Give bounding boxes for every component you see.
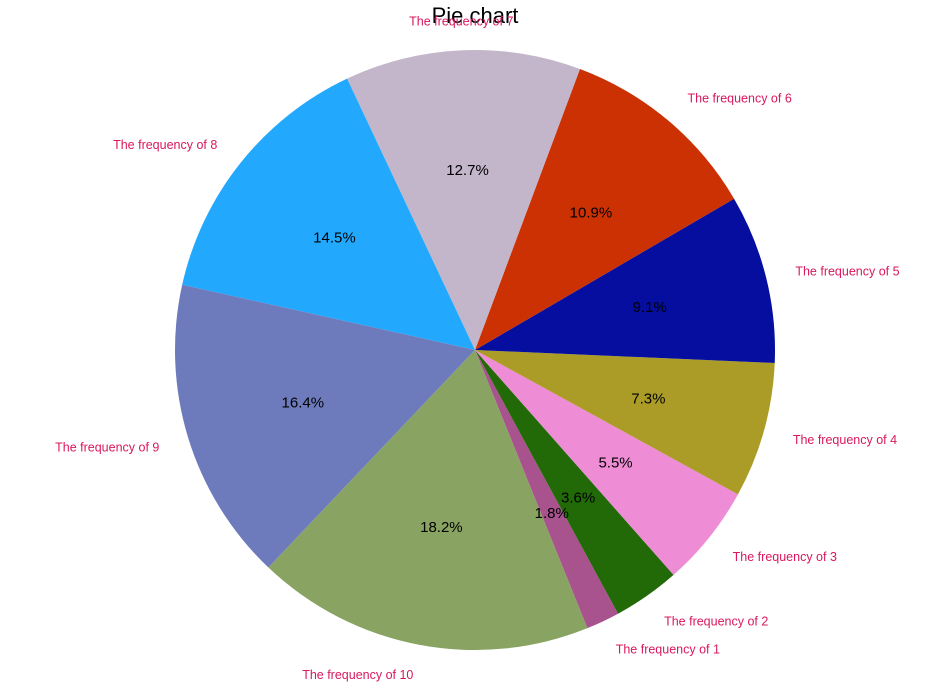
slice-percent-label: 12.7% <box>446 162 489 179</box>
slice-category-label: The frequency of 1 <box>616 642 720 656</box>
chart-title: Pie chart <box>432 3 519 28</box>
pie-slice <box>475 68 735 351</box>
pie-slice <box>268 350 588 650</box>
slice-category-label: The frequency of 10 <box>302 668 413 682</box>
slice-category-label: The frequency of 6 <box>688 92 792 106</box>
slice-percent-label: 14.5% <box>313 230 356 247</box>
pie-slice <box>475 350 619 629</box>
slice-category-label: The frequency of 8 <box>113 138 217 152</box>
pie-slice <box>475 350 775 495</box>
slice-percent-label: 1.8% <box>535 505 569 522</box>
pie-slice <box>475 350 674 614</box>
slice-percent-label: 5.5% <box>598 454 632 471</box>
pie-slice <box>182 78 475 351</box>
slice-percent-label: 16.4% <box>282 395 325 412</box>
pie-slices <box>174 50 775 650</box>
slice-category-label: The frequency of 5 <box>795 265 899 279</box>
slice-category-label: The frequency of 2 <box>664 614 768 628</box>
pie-slice <box>475 350 738 575</box>
slice-percent-label: 10.9% <box>570 204 613 221</box>
slice-percent-label: 9.1% <box>633 299 667 316</box>
slice-percent-label: 7.3% <box>631 390 665 407</box>
slice-category-label: The frequency of 4 <box>793 433 897 447</box>
slice-category-label: The frequency of 7 <box>409 14 513 28</box>
pie-percent-labels: 1.8%3.6% 5.5% 7.3% 9.1% 10.9% 12.7% 14.5% 16.4%… <box>282 162 667 536</box>
slice-category-label: The frequency of 3 <box>733 550 837 564</box>
slice-percent-label: 18.2% <box>420 519 463 536</box>
pie-slice <box>174 284 475 568</box>
pie-slice <box>475 198 775 363</box>
slice-category-label: The frequency of 9 <box>55 440 159 454</box>
pie-slice-labels: The frequency of 1 The frequency of 2 The … <box>55 14 899 682</box>
pie-slice <box>347 50 580 351</box>
slice-percent-label: 3.6% <box>561 490 595 507</box>
